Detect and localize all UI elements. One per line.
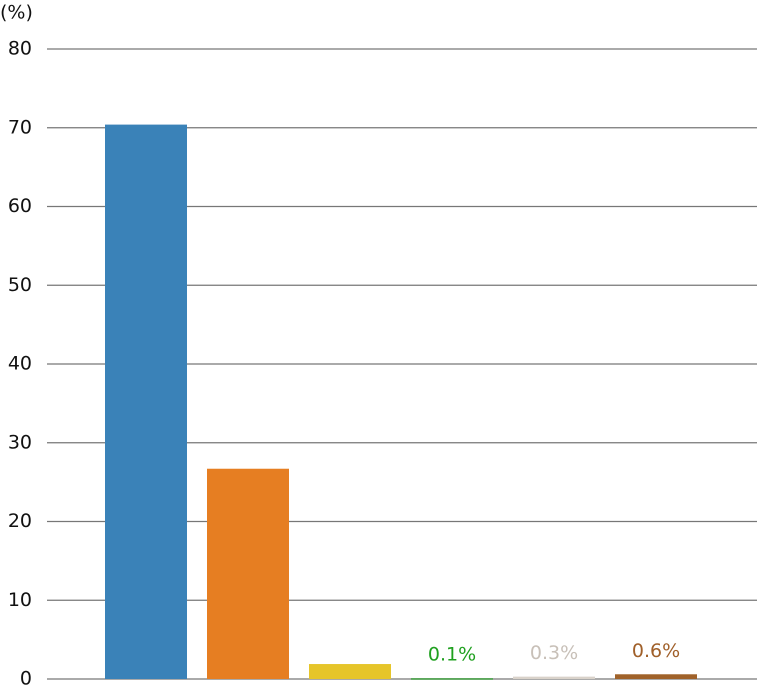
y-tick-label: 10 [8,589,32,611]
y-tick-label: 40 [8,353,32,375]
value-label: 0.6% [632,640,680,662]
y-tick-label: 50 [8,274,32,296]
y-tick-label: 0 [20,668,32,690]
bar [513,676,595,679]
value-label: 0.3% [530,642,578,664]
bar [105,124,187,680]
y-tick-label: 20 [8,510,32,532]
y-tick-label: 30 [8,431,32,453]
y-unit-label: (%) [0,2,33,24]
bar [309,664,391,679]
value-label: 0.1% [428,644,476,666]
bar [411,678,493,680]
y-tick-label: 80 [8,38,32,60]
y-tick-label: 60 [8,195,32,217]
bar [615,674,697,679]
y-tick-label: 70 [8,116,32,138]
bar [207,468,289,679]
